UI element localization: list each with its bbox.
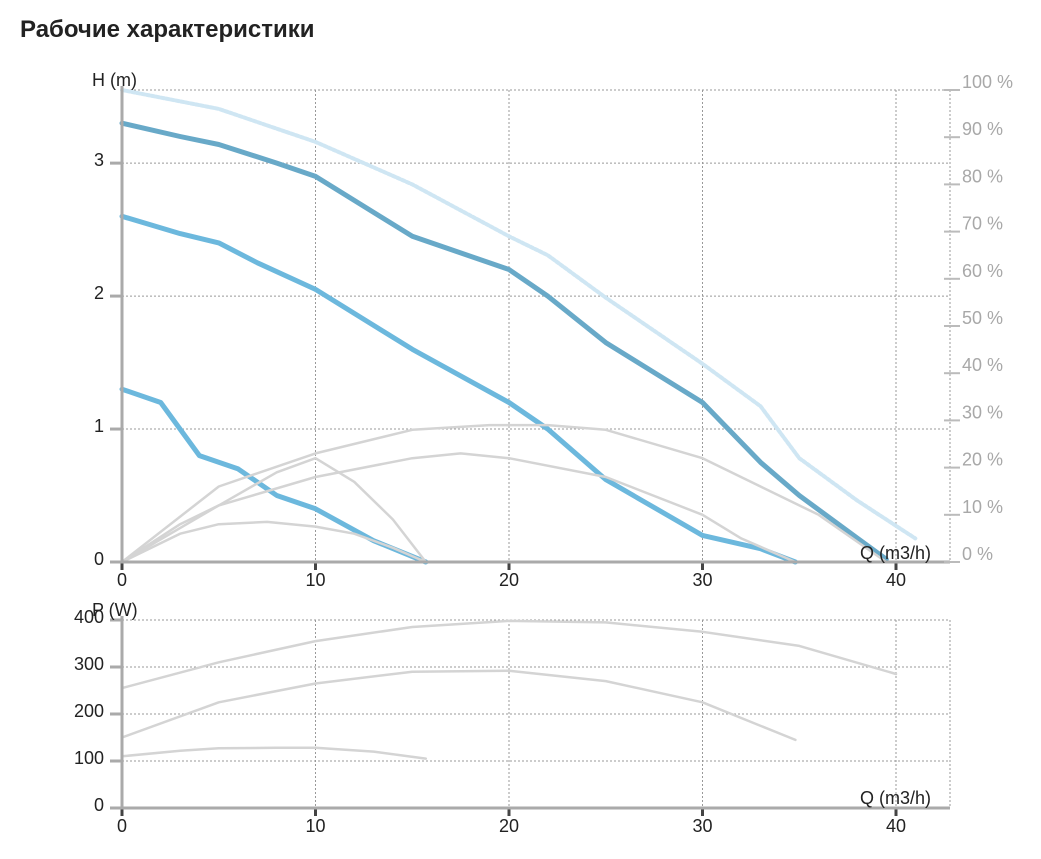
power-chart-series-0 bbox=[120, 619, 898, 690]
page-title: Рабочие характеристики bbox=[20, 16, 315, 43]
head-chart-series-3 bbox=[120, 88, 918, 541]
x-tick-label: 40 bbox=[886, 570, 906, 590]
head-x-axis-label: Q (m3/h) bbox=[860, 543, 931, 563]
pct-tick-label: 20 % bbox=[962, 450, 1003, 470]
y-tick-label: 1 bbox=[94, 416, 104, 436]
y-tick-label: 300 bbox=[74, 654, 104, 674]
head-chart-series-7 bbox=[120, 456, 428, 564]
pct-tick-label: 100 % bbox=[962, 72, 1013, 92]
x-tick-label: 0 bbox=[117, 816, 127, 836]
head-chart-series-4 bbox=[120, 423, 888, 564]
pct-tick-label: 50 % bbox=[962, 308, 1003, 328]
power-curves bbox=[120, 619, 898, 760]
x-tick-label: 30 bbox=[692, 816, 712, 836]
y-tick-label: 0 bbox=[94, 795, 104, 815]
x-tick-label: 0 bbox=[117, 570, 127, 590]
pct-tick-label: 70 % bbox=[962, 214, 1003, 234]
x-tick-label: 30 bbox=[692, 570, 712, 590]
y-tick-label: 200 bbox=[74, 701, 104, 721]
head-y-axis-label: H (m) bbox=[92, 70, 137, 90]
head-chart-series-0 bbox=[119, 120, 889, 562]
y-tick-label: 0 bbox=[94, 549, 104, 569]
y-tick-label: 400 bbox=[74, 607, 104, 627]
x-tick-label: 20 bbox=[499, 570, 519, 590]
head-chart-series-5 bbox=[120, 452, 797, 564]
y-tick-label: 100 bbox=[74, 748, 104, 768]
y-tick-label: 2 bbox=[94, 283, 104, 303]
x-tick-label: 10 bbox=[305, 816, 325, 836]
pct-tick-label: 80 % bbox=[962, 166, 1003, 186]
y-tick-label: 3 bbox=[94, 150, 104, 170]
head-curves bbox=[119, 88, 918, 565]
x-tick-label: 10 bbox=[305, 570, 325, 590]
power-chart-series-2 bbox=[120, 746, 428, 760]
x-tick-label: 40 bbox=[886, 816, 906, 836]
pct-tick-label: 40 % bbox=[962, 355, 1003, 375]
power-y-axis-label: P (W) bbox=[92, 600, 138, 620]
pct-tick-label: 60 % bbox=[962, 261, 1003, 281]
x-tick-label: 20 bbox=[499, 816, 519, 836]
power-x-axis-label: Q (m3/h) bbox=[860, 788, 931, 808]
head-chart-series-1 bbox=[119, 213, 798, 565]
pct-tick-label: 30 % bbox=[962, 402, 1003, 422]
power-chart-series-1 bbox=[120, 669, 797, 742]
pct-tick-label: 10 % bbox=[962, 497, 1003, 517]
pct-tick-label: 90 % bbox=[962, 119, 1003, 139]
head-chart-series-6 bbox=[120, 520, 428, 564]
pct-tick-label: 0 % bbox=[962, 544, 993, 564]
power-grid bbox=[122, 619, 951, 808]
